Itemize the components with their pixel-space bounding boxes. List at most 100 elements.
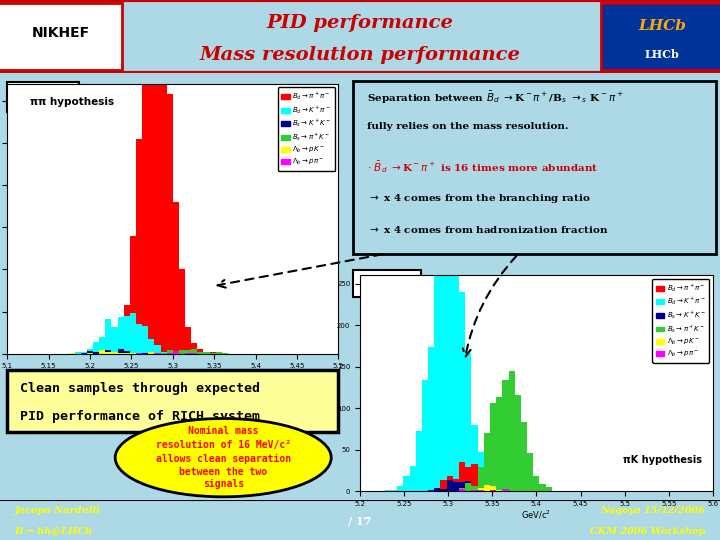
Bar [428, 490, 434, 491]
Bar [87, 351, 93, 354]
Bar [477, 478, 484, 491]
Bar [161, 352, 166, 354]
Bar [472, 464, 477, 491]
Bar [484, 485, 490, 491]
Bar [384, 490, 391, 491]
Bar [477, 488, 484, 491]
Bar [434, 490, 441, 491]
Bar [93, 352, 99, 354]
Text: PID performance: PID performance [266, 15, 454, 32]
Bar [185, 350, 192, 354]
FancyBboxPatch shape [601, 3, 720, 70]
Bar [539, 484, 546, 491]
Text: ππ hypothesis: ππ hypothesis [30, 97, 114, 107]
Bar [87, 353, 93, 354]
Bar [477, 467, 484, 491]
Text: allows clean separation: allows clean separation [156, 454, 291, 464]
Bar [477, 484, 484, 491]
Bar [465, 481, 472, 491]
Bar [484, 488, 490, 491]
Text: Mass resolution performance: Mass resolution performance [199, 46, 521, 64]
Bar [446, 490, 453, 491]
Bar [210, 353, 216, 354]
Bar [173, 351, 179, 354]
Bar [496, 488, 503, 491]
Text: $\cdot$ $\bar{B}_d$ $\rightarrow$K$^-\pi^+$ is 16 times more abundant: $\cdot$ $\bar{B}_d$ $\rightarrow$K$^-\pi… [367, 159, 599, 174]
Text: B → hh@LHCb: B → hh@LHCb [14, 526, 92, 536]
Bar [527, 453, 534, 491]
Bar [124, 353, 130, 354]
Bar [477, 490, 484, 491]
Bar [441, 231, 446, 491]
Text: B mass: B mass [365, 279, 409, 288]
Bar [441, 480, 446, 491]
Bar [75, 352, 81, 354]
Text: between the two: between the two [179, 467, 267, 477]
Bar [484, 482, 490, 491]
Bar [197, 352, 204, 354]
Bar [117, 353, 124, 354]
Bar [496, 490, 503, 491]
Bar [99, 350, 105, 354]
Bar [465, 354, 472, 491]
Bar [441, 490, 446, 491]
Bar [166, 94, 173, 354]
Legend: $B_d \rightarrow \pi^+\pi^-$, $B_d \rightarrow K^+\pi^-$, $B_s \rightarrow K^+K^: $B_d \rightarrow \pi^+\pi^-$, $B_d \righ… [278, 87, 335, 171]
Bar [154, 353, 161, 354]
Bar [379, 490, 384, 491]
Bar [441, 489, 446, 491]
Bar [490, 490, 496, 491]
Text: $\rightarrow$ x 4 comes from the branching ratio: $\rightarrow$ x 4 comes from the branchi… [367, 192, 591, 205]
Bar [136, 324, 142, 354]
Bar [124, 305, 130, 354]
Bar [166, 350, 173, 354]
Bar [166, 353, 173, 354]
Bar [446, 476, 453, 491]
Bar [428, 490, 434, 491]
Bar [434, 272, 441, 491]
Bar [192, 349, 197, 354]
Bar [465, 467, 472, 491]
Text: fully relies on the mass resolution.: fully relies on the mass resolution. [367, 123, 569, 131]
Bar [124, 351, 130, 354]
Bar [484, 433, 490, 491]
Text: Nominal mass: Nominal mass [188, 426, 258, 436]
Bar [142, 353, 148, 354]
Bar [117, 318, 124, 354]
Bar [508, 371, 515, 491]
Bar [490, 402, 496, 491]
Text: Jacopo Nardulli: Jacopo Nardulli [14, 507, 100, 515]
Bar [403, 476, 410, 491]
Bar [496, 490, 503, 491]
Text: B mass: B mass [21, 92, 66, 102]
Text: $\rightarrow$ x 4 comes from hadronization fraction: $\rightarrow$ x 4 comes from hadronizati… [367, 225, 608, 235]
Bar [179, 269, 185, 354]
Bar [117, 339, 124, 354]
Text: Nagoya 15/12/2006: Nagoya 15/12/2006 [600, 507, 706, 515]
Bar [130, 237, 136, 354]
Bar [185, 353, 192, 354]
Bar [197, 349, 204, 354]
X-axis label: GeV/c$^2$: GeV/c$^2$ [158, 371, 188, 383]
Text: LHCb: LHCb [645, 49, 680, 60]
Bar [496, 397, 503, 491]
Bar [459, 489, 465, 491]
Text: Separation between $\bar{B}_d$ $\rightarrow$K$^-\pi^+$/B$_s$ $\rightarrow_s$ K$^: Separation between $\bar{B}_d$ $\rightar… [367, 90, 624, 106]
Bar [136, 353, 142, 354]
Bar [161, 0, 166, 354]
Y-axis label: Counts: Counts [326, 369, 336, 398]
Bar [453, 482, 459, 491]
Text: PID performance of RICH system: PID performance of RICH system [20, 410, 261, 423]
Bar [422, 490, 428, 491]
Ellipse shape [115, 418, 331, 497]
Bar [179, 350, 185, 354]
Bar [161, 353, 166, 354]
Bar [477, 453, 484, 491]
Bar [210, 352, 216, 354]
Bar [472, 490, 477, 491]
Bar [105, 319, 112, 354]
Bar [185, 327, 192, 354]
Bar [81, 353, 87, 354]
Bar [546, 487, 552, 491]
Bar [459, 490, 465, 491]
